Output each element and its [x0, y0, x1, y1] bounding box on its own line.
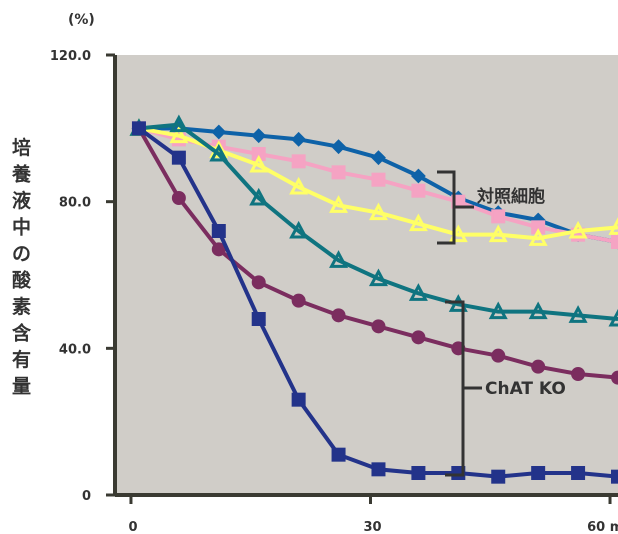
series-line: [138, 122, 618, 321]
data-point: [611, 469, 618, 484]
y-axis-title-char: 量: [12, 376, 31, 398]
data-point: [568, 305, 588, 323]
data-point: [491, 469, 506, 484]
data-point: [371, 462, 386, 477]
data-point: [251, 128, 267, 144]
y-tick-label: 80.0: [59, 196, 91, 211]
data-point: [249, 187, 269, 206]
tick-layer: 0 40.0 80.0 120.0 0 30 60 min: [50, 49, 618, 534]
y-axis-title-char: 素: [12, 295, 31, 318]
series-line: [138, 126, 618, 241]
chat-ko-bracket: [445, 300, 482, 477]
data-point: [169, 114, 189, 133]
data-point: [488, 224, 508, 243]
data-point: [291, 131, 307, 147]
data-point: [371, 150, 386, 166]
y-axis-title-char: 有: [12, 348, 31, 371]
data-point: [608, 308, 618, 327]
data-point: [211, 124, 227, 140]
y-unit-label: (%): [68, 12, 95, 28]
y-axis-title-char: 液: [12, 189, 32, 212]
y-tick-label: 40.0: [59, 342, 91, 357]
y-axis-title-char: 含: [12, 322, 32, 345]
y-axis-title-char: 養: [11, 163, 32, 186]
data-point: [411, 183, 426, 198]
data-point: [608, 217, 618, 235]
control-bracket: [437, 170, 474, 245]
data-point: [611, 235, 618, 249]
data-point: [289, 176, 309, 195]
y-tick-label: 0: [82, 489, 91, 504]
series-layer: [129, 114, 618, 484]
chat-ko-label: ChAT KO: [485, 379, 566, 399]
y-axis-title-char: の: [12, 243, 31, 265]
x-tick-label: 30: [363, 520, 381, 534]
data-point: [171, 191, 186, 205]
data-point: [249, 154, 269, 173]
data-point: [211, 224, 226, 238]
data-point: [169, 125, 189, 144]
y-axis-title-char: 酸: [12, 269, 32, 292]
x-tick-label: 0: [128, 520, 137, 534]
x-tick-label: 60 min: [587, 520, 618, 534]
data-point: [289, 220, 309, 239]
data-point: [171, 150, 186, 165]
data-point: [491, 348, 506, 363]
data-point: [291, 154, 306, 169]
data-point: [251, 275, 266, 290]
data-point: [131, 121, 146, 136]
data-point: [368, 268, 388, 287]
data-point: [571, 466, 586, 480]
data-point: [329, 250, 349, 268]
data-series: [131, 121, 618, 484]
data-point: [371, 172, 386, 187]
data-point: [251, 312, 266, 326]
data-point: [331, 447, 346, 462]
data-point: [568, 220, 588, 239]
data-point: [571, 367, 586, 381]
data-point: [331, 165, 346, 180]
data-point: [411, 330, 426, 345]
y-axis-title-char: 中: [12, 216, 31, 239]
data-point: [488, 301, 508, 320]
data-point: [368, 202, 388, 221]
data-point: [211, 242, 226, 257]
data-point: [329, 195, 349, 213]
data-point: [528, 301, 548, 320]
data-point: [331, 308, 346, 323]
data-point: [491, 209, 506, 224]
y-axis-title-char: 培: [12, 136, 31, 159]
data-point: [331, 139, 346, 155]
data-point: [291, 392, 306, 407]
data-point: [408, 283, 428, 301]
data-point: [531, 359, 546, 374]
data-point: [371, 319, 386, 334]
data-point: [410, 168, 426, 184]
data-point: [408, 213, 428, 232]
data-point: [411, 466, 426, 480]
data-point: [209, 143, 229, 162]
data-point: [528, 228, 548, 246]
control-cells-label: 対照細胞: [476, 186, 545, 207]
data-point: [291, 293, 306, 308]
data-point: [531, 466, 546, 480]
y-tick-label: 120.0: [50, 49, 91, 64]
data-point: [611, 370, 618, 385]
